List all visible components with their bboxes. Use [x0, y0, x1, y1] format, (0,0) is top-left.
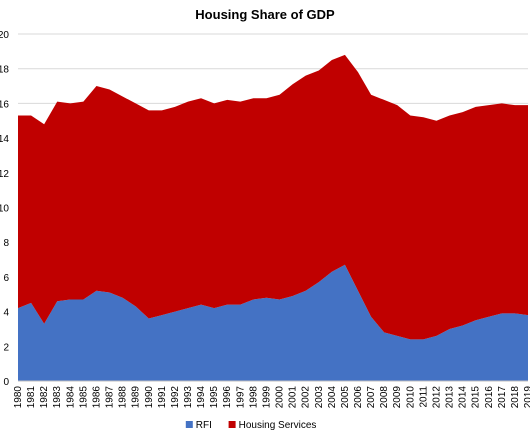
x-tick-label: 1991 — [157, 386, 168, 409]
x-tick-label: 1992 — [170, 386, 181, 409]
x-tick-label: 2019 — [523, 386, 530, 409]
y-tick-label: 18 — [0, 65, 9, 76]
x-tick-label: 1985 — [78, 386, 89, 409]
legend-swatch-housing-services — [228, 421, 236, 428]
x-tick-label: 2010 — [405, 386, 416, 409]
x-tick-labels: 1980 1981 1982 1983 1984 1985 1986 1987 1988 1989… — [13, 386, 530, 409]
x-tick-label: 1994 — [196, 386, 207, 409]
x-tick-label: 1989 — [131, 386, 142, 409]
y-tick-label: 14 — [0, 134, 9, 145]
legend-swatch-rfi — [185, 421, 193, 428]
y-tick-label: 16 — [0, 99, 9, 110]
legend-label-rfi: RFI — [196, 420, 212, 431]
x-tick-label: 2012 — [431, 386, 442, 409]
x-tick-label: 2013 — [445, 386, 456, 409]
x-tick-label: 2000 — [275, 386, 286, 409]
x-tick-label: 1993 — [183, 386, 194, 409]
x-tick-label: 1982 — [39, 386, 50, 409]
x-tick-label: 2018 — [510, 386, 521, 409]
x-tick-label: 2005 — [340, 386, 351, 409]
x-tick-label: 1981 — [26, 386, 37, 409]
x-tick-label: 1996 — [222, 386, 233, 409]
x-tick-label: 1980 — [13, 386, 24, 409]
x-tick-label: 2008 — [379, 386, 390, 409]
y-tick-label: 20 — [0, 30, 9, 41]
y-tick-label: 2 — [3, 342, 9, 353]
x-tick-label: 2001 — [288, 386, 299, 409]
x-tick-label: 1986 — [91, 386, 102, 409]
x-tick-label: 2009 — [392, 386, 403, 409]
x-tick-label: 2004 — [327, 386, 338, 409]
x-tick-label: 2016 — [484, 386, 495, 409]
y-tick-label: 10 — [0, 204, 9, 215]
x-tick-label: 2006 — [353, 386, 364, 409]
y-tick-labels: 0 2 4 6 8 10 12 14 16 18 20 — [0, 30, 9, 388]
x-tick-label: 1987 — [105, 386, 116, 409]
x-tick-label: 2003 — [314, 386, 325, 409]
chart-title: Housing Share of GDP — [195, 7, 335, 22]
x-tick-label: 1984 — [65, 386, 76, 409]
legend-label-housing-services: Housing Services — [239, 420, 317, 431]
x-tick-label: 1997 — [235, 386, 246, 409]
x-tick-label: 2007 — [366, 386, 377, 409]
x-tick-label: 1998 — [248, 386, 259, 409]
y-tick-label: 8 — [3, 238, 9, 249]
x-tick-label: 1983 — [52, 386, 63, 409]
legend: RFI Housing Services — [185, 420, 317, 431]
series-area-rfi — [18, 264, 528, 381]
x-tick-label: 1988 — [118, 386, 129, 409]
x-tick-label: 1990 — [144, 386, 155, 409]
x-tick-label: 2015 — [471, 386, 482, 409]
x-tick-label: 1995 — [209, 386, 220, 409]
x-tick-label: 2017 — [497, 386, 508, 409]
y-tick-label: 4 — [3, 308, 9, 319]
y-tick-label: 12 — [0, 169, 9, 180]
x-tick-label: 1999 — [261, 386, 272, 409]
y-tick-label: 0 — [3, 377, 9, 388]
y-tick-label: 6 — [3, 273, 9, 284]
x-tick-label: 2002 — [301, 386, 312, 409]
x-tick-label: 2014 — [458, 386, 469, 409]
x-tick-label: 2011 — [418, 386, 429, 408]
series-area-housing-services — [18, 54, 528, 340]
series-areas — [18, 54, 528, 381]
